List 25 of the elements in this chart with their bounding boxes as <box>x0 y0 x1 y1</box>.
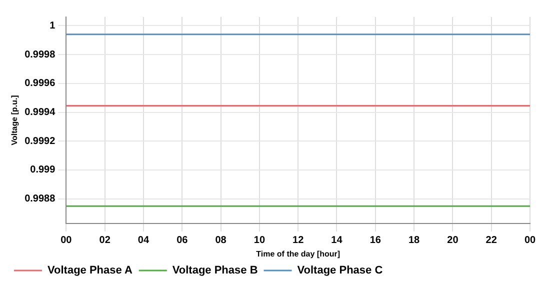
y-axis-title: Voltage [p.u.] <box>10 94 20 146</box>
x-tick-label: 16 <box>370 235 382 246</box>
x-axis-title: Time of the day [hour] <box>256 249 340 258</box>
x-tick-label: 10 <box>254 235 266 246</box>
x-tick-label: 06 <box>176 235 188 246</box>
x-tick-label: 08 <box>215 235 227 246</box>
legend-label: Voltage Phase B <box>172 264 258 277</box>
y-tick-label: 1 <box>50 20 56 32</box>
x-tick-label: 00 <box>60 235 72 246</box>
x-tick-label: 00 <box>524 235 536 246</box>
y-tick-label: 0.9988 <box>24 194 56 205</box>
y-tick-label: 0.9998 <box>24 49 56 60</box>
y-tick-label: 0.9992 <box>24 136 56 147</box>
y-tick-label: 0.999 <box>30 164 56 176</box>
x-tick-label: 22 <box>486 235 498 246</box>
x-tick-label: 12 <box>292 235 304 246</box>
x-tick-label: 20 <box>447 235 459 246</box>
y-tick-label: 0.9994 <box>24 107 56 118</box>
legend-label: Voltage Phase A <box>48 264 133 277</box>
x-tick-label: 04 <box>138 235 150 246</box>
legend-label: Voltage Phase C <box>297 264 383 277</box>
x-tick-label: 18 <box>408 235 420 246</box>
y-tick-label: 0.9996 <box>24 78 56 90</box>
x-tick-label: 14 <box>331 235 343 246</box>
x-tick-label: 02 <box>99 235 111 246</box>
